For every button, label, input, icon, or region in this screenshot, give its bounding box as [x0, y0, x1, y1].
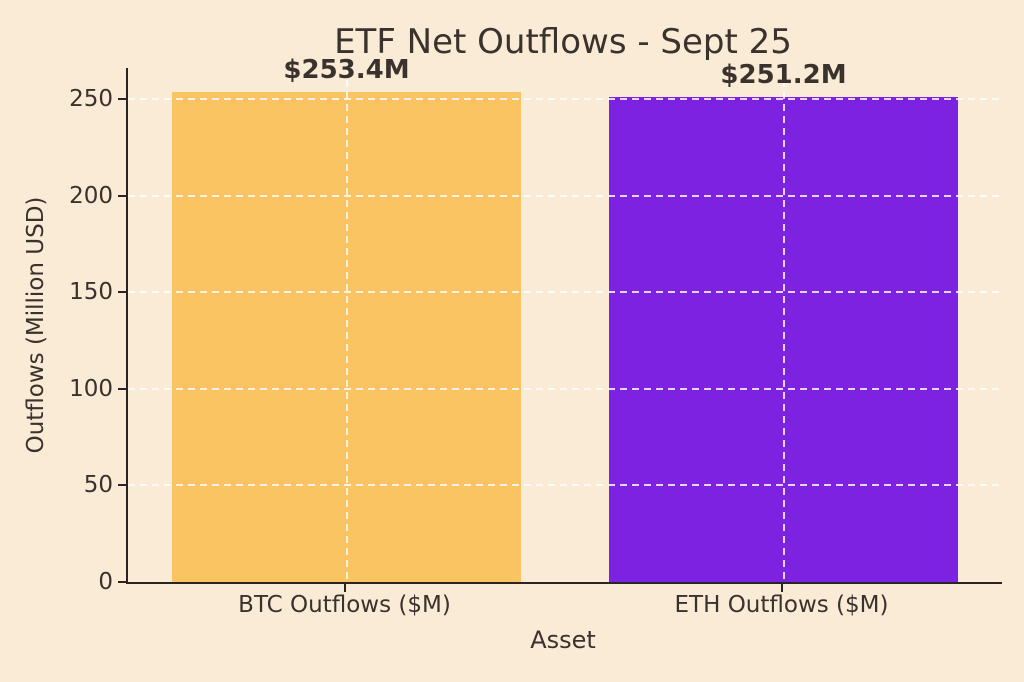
y-axis-tick	[118, 484, 126, 487]
y-axis-label: Outflows (Million USD)	[23, 196, 49, 454]
plot-area: $253.4M $251.2M	[126, 55, 1002, 584]
y-axis-tick	[118, 291, 126, 294]
bar-value-label: $253.4M	[283, 55, 410, 86]
y-tick-label: 100	[69, 375, 113, 402]
x-axis-tick	[343, 584, 346, 592]
y-axis-tick	[118, 581, 126, 583]
y-tick-label: 200	[69, 182, 113, 209]
y-axis-tick	[118, 387, 126, 390]
y-axis-tick	[118, 194, 126, 197]
bar-btc	[171, 92, 522, 582]
y-tick-label: 250	[69, 85, 113, 112]
chart-title: ETF Net Outflows - Sept 25	[334, 22, 792, 62]
y-tick-label: 150	[69, 279, 113, 306]
bar-eth	[608, 96, 959, 582]
y-tick-label: 50	[83, 472, 113, 499]
x-axis-label: Asset	[530, 626, 596, 654]
x-tick-label: ETH Outflows ($M)	[674, 592, 889, 618]
bar-value-label: $251.2M	[720, 59, 847, 90]
y-axis-tick	[118, 97, 126, 100]
x-tick-label: BTC Outflows ($M)	[238, 592, 451, 618]
x-axis-tick	[780, 584, 783, 592]
y-tick-label: 0	[98, 569, 113, 595]
